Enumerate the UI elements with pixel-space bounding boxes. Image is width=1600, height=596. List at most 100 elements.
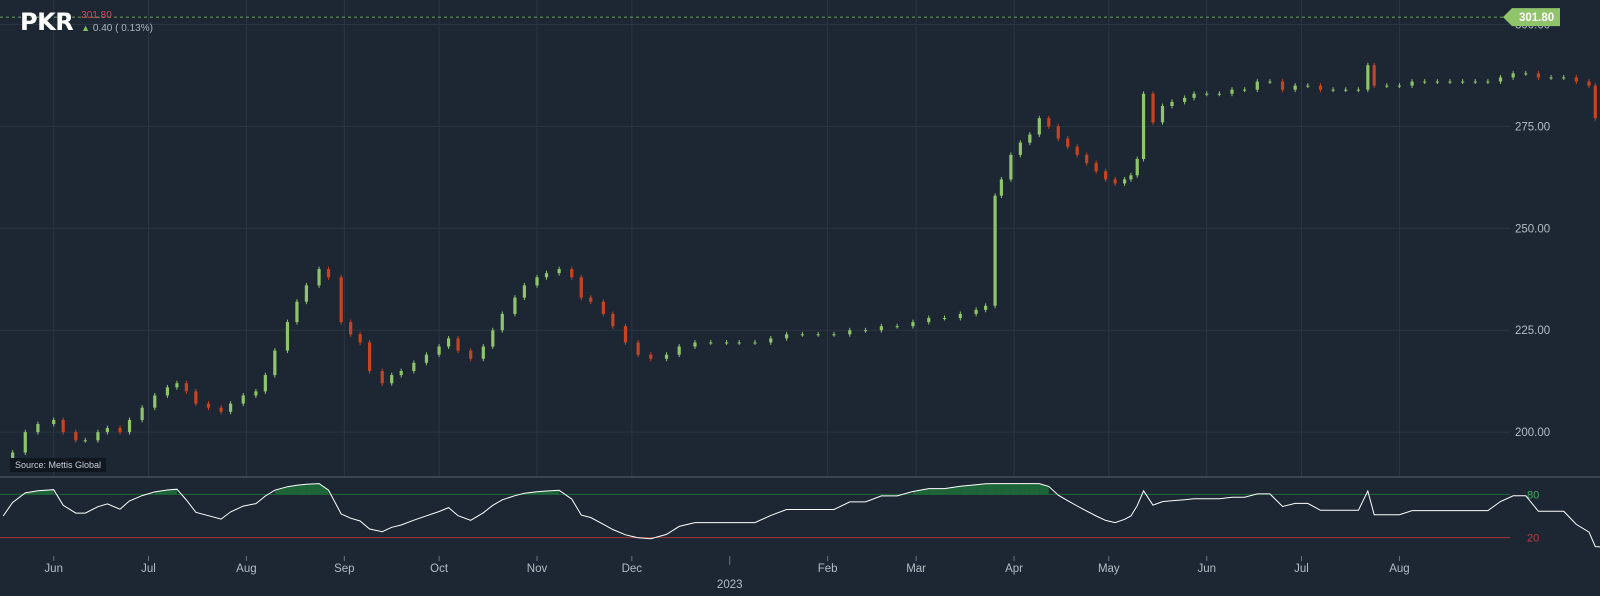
oscillator-tick-label: 20: [1527, 533, 1539, 545]
candle-body: [1160, 106, 1165, 123]
candle-body: [958, 313, 962, 318]
candle-body: [317, 269, 321, 286]
candle-body: [1587, 81, 1591, 86]
candle-body: [1486, 81, 1490, 83]
x-tick-label: Jun: [44, 563, 63, 575]
candle-body: [1183, 97, 1187, 102]
overbought-fill: [928, 488, 945, 495]
candle-body: [1085, 154, 1089, 164]
candle-body: [1574, 77, 1578, 82]
candle-body: [895, 326, 899, 328]
chart-grid: [0, 0, 1510, 477]
x-tick-label: Mar: [906, 563, 926, 575]
candle-body: [1056, 126, 1060, 139]
candle-body: [1075, 146, 1079, 155]
candle-body: [709, 342, 713, 344]
candle-body: [118, 428, 122, 433]
candle-body: [1170, 101, 1174, 106]
candle-body: [446, 338, 451, 347]
candle-body: [491, 330, 495, 347]
candle-body: [1511, 73, 1515, 78]
candle-body: [469, 350, 473, 359]
source-label: Source: Mettis Global: [10, 458, 107, 472]
candle-body: [993, 195, 997, 306]
candle-body: [1123, 179, 1127, 184]
candle-body: [368, 342, 372, 371]
candle-body: [358, 334, 362, 343]
candle-body: [219, 407, 223, 412]
candle-body: [1066, 138, 1070, 147]
x-tick-label: May: [1098, 563, 1120, 575]
candle-body: [1009, 154, 1013, 180]
y-tick-label: 250.00: [1515, 223, 1550, 235]
candle-body: [1372, 65, 1376, 86]
last-price: 301.80: [81, 10, 112, 21]
candle-body: [1331, 89, 1335, 91]
candle-body: [1268, 81, 1272, 83]
candle-body: [153, 395, 157, 408]
overbought-fill: [985, 483, 996, 495]
candle-body: [412, 362, 416, 371]
candle-body: [390, 375, 394, 384]
x-tick-label: Feb: [818, 563, 838, 575]
candle-body: [1549, 77, 1553, 79]
candle-body: [942, 318, 947, 319]
candle-body: [1129, 175, 1133, 180]
candle-body: [500, 313, 504, 331]
candle-body: [1028, 134, 1032, 143]
candle-body: [784, 334, 789, 339]
candle-body: [1366, 65, 1370, 90]
x-tick-label: Dec: [622, 563, 643, 575]
candle-body: [1397, 85, 1402, 87]
overbought-fill: [1010, 483, 1021, 495]
candle-body: [999, 179, 1004, 196]
candle-body: [481, 346, 485, 359]
overbought-fill: [167, 489, 177, 495]
x-tick-label: Nov: [527, 563, 548, 575]
overbought-fill: [1029, 483, 1040, 495]
candle-body: [285, 322, 290, 351]
candle-body: [380, 371, 384, 384]
candle-body: [664, 354, 669, 359]
candle-body: [140, 407, 144, 420]
x-tick-label: Jul: [1294, 563, 1309, 575]
candle-body: [83, 440, 87, 442]
candle-body: [304, 285, 309, 302]
candle-body: [1461, 81, 1465, 83]
candle-body: [263, 375, 267, 392]
candle-body: [1104, 171, 1108, 180]
candle-body: [677, 346, 681, 355]
candle-body: [1448, 81, 1452, 83]
candle-body: [544, 273, 549, 278]
candle-body: [1280, 81, 1285, 90]
candle-body: [693, 342, 697, 347]
candle-body: [105, 428, 110, 433]
overbought-fill: [154, 490, 168, 495]
candle-body: [1593, 85, 1597, 119]
candle-body: [513, 297, 517, 314]
candle-body: [649, 354, 653, 359]
x-tick-label: Aug: [236, 563, 256, 575]
candle-body: [974, 309, 978, 314]
candle-body: [36, 424, 40, 433]
candle-body: [1473, 81, 1477, 83]
candle-body: [206, 403, 211, 408]
overbought-fill: [1039, 483, 1049, 495]
overbought-fill: [296, 484, 307, 495]
candle-body: [522, 285, 526, 298]
candle-body: [1410, 81, 1414, 86]
candle-body: [570, 269, 574, 278]
year-label: 2023: [717, 579, 743, 591]
candle-body: [535, 277, 539, 286]
time-axis: Jun Jul Aug Sep Oct Nov Dec Feb Mar Apr May Jun Jul A…: [44, 556, 1410, 591]
candle-body: [1293, 85, 1297, 90]
last-price-tag-label: 301.80: [1519, 12, 1554, 24]
candle-body: [241, 395, 245, 404]
candle-body: [127, 419, 132, 433]
chart-header: PKR 301.80 ▲ 0.40 ( 0.13%): [20, 8, 153, 36]
candle-body: [295, 301, 299, 323]
candle-body: [636, 342, 640, 355]
candle-body: [769, 338, 773, 343]
candle-body: [1192, 93, 1196, 98]
